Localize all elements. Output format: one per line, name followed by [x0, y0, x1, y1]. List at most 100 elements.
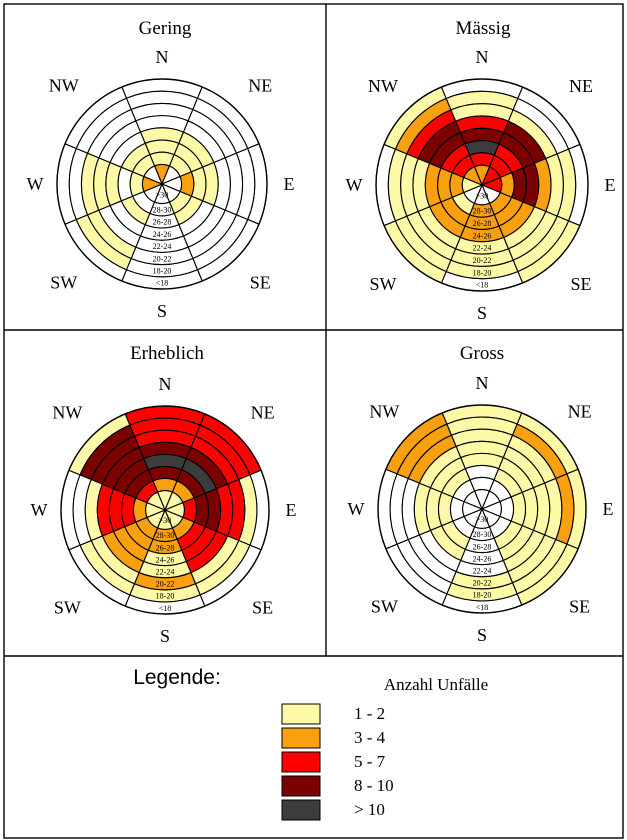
- direction-label: SW: [54, 598, 81, 618]
- direction-label: E: [605, 175, 616, 195]
- direction-label: NE: [248, 76, 272, 96]
- ring-label: <18: [156, 279, 169, 288]
- direction-label: SE: [250, 272, 271, 292]
- direction-label: S: [160, 626, 170, 646]
- rose-outline: [377, 404, 587, 614]
- rose-chart: <18 18-20 20-22 22-24 24-26 26-28 28-30 >30 N NE E…: [348, 373, 614, 645]
- direction-label: S: [157, 301, 167, 321]
- ring-label: 18-20: [473, 268, 492, 277]
- legend-swatch: [281, 751, 321, 773]
- direction-label: NW: [369, 401, 399, 421]
- rose-chart: <18 18-20 20-22 22-24 24-26 26-28 28-30 >30 N NE E…: [31, 374, 297, 646]
- rose-cell: [146, 491, 167, 512]
- ring-label: >30: [156, 190, 169, 199]
- ring-label: 28-30: [153, 205, 172, 214]
- direction-label: SE: [252, 598, 273, 618]
- direction-label: SW: [50, 272, 77, 292]
- direction-label: SW: [371, 597, 398, 617]
- ring-label: 18-20: [473, 591, 492, 600]
- panel-massig: Mässig <18 18-20 20-22 22-24 24-26 26-28 28-30…: [346, 18, 616, 323]
- ring-label: 26-28: [156, 543, 175, 552]
- direction-label: N: [476, 47, 489, 67]
- direction-label: E: [286, 500, 297, 520]
- ring-label: 20-22: [473, 579, 492, 588]
- ring-label: 18-20: [153, 266, 172, 275]
- ring-label: 22-24: [156, 567, 175, 576]
- rose-outline: [60, 405, 270, 615]
- direction-label: W: [346, 175, 363, 195]
- ring-label: 26-28: [473, 542, 492, 551]
- legend-swatch: [281, 799, 321, 821]
- legend-label: 5 - 7: [354, 752, 386, 771]
- ring-label: 20-22: [153, 254, 172, 263]
- legend-swatch: [281, 703, 321, 725]
- legend-items: 1 - 2 3 - 4 5 - 7 8 - 10 > 10: [281, 703, 394, 821]
- direction-label: SE: [569, 597, 590, 617]
- ring-label: <18: [476, 603, 489, 612]
- rose-outline: [56, 78, 268, 290]
- rose-chart: <18 18-20 20-22 22-24 24-26 26-28 28-30 >30 N NE E…: [27, 47, 295, 321]
- direction-label: W: [31, 500, 48, 520]
- legend-label: 1 - 2: [354, 704, 385, 723]
- panel-gross: Gross <18 18-20 20-22 22-24 24-26 26-28 28-30 >…: [348, 343, 614, 645]
- chart-title: Gross: [460, 343, 504, 364]
- direction-label: W: [348, 499, 365, 519]
- direction-label: NE: [569, 76, 593, 96]
- legend-swatch: [281, 727, 321, 749]
- panel-grid: [3, 3, 624, 839]
- ring-label: 24-26: [473, 554, 492, 563]
- legend-swatch: [281, 775, 321, 797]
- legend: Legende: Anzahl Unfälle 1 - 2 3 - 4 5 - 7 8…: [133, 666, 488, 821]
- chart-title: Erheblich: [130, 343, 204, 364]
- ring-label: 26-28: [153, 218, 172, 227]
- ring-label: <18: [159, 604, 172, 613]
- direction-label: E: [284, 174, 295, 194]
- ring-label: 24-26: [156, 555, 175, 564]
- ring-label: 22-24: [473, 244, 492, 253]
- ring-label: 24-26: [473, 231, 492, 240]
- legend-label: 3 - 4: [354, 728, 386, 747]
- direction-label: SW: [370, 274, 397, 294]
- ring-label: >30: [476, 515, 489, 524]
- direction-label: N: [476, 373, 489, 393]
- rose-cell: [463, 490, 484, 511]
- rose-cell: [463, 166, 484, 187]
- direction-label: NE: [251, 402, 275, 422]
- panel-erheblich: Erheblich <18 18-20 20-22 22-24 24-26 26-28 28…: [31, 343, 297, 646]
- ring-label: 28-30: [156, 531, 175, 540]
- ring-label: 26-28: [473, 219, 492, 228]
- ring-label: >30: [159, 516, 172, 525]
- direction-label: SE: [570, 274, 591, 294]
- rose-outline: [375, 78, 589, 292]
- direction-label: N: [156, 47, 169, 67]
- direction-label: E: [603, 499, 614, 519]
- rose-chart: <18 18-20 20-22 22-24 24-26 26-28 28-30 >30 N NE E…: [346, 47, 616, 323]
- legend-subtitle: Anzahl Unfälle: [384, 675, 488, 694]
- direction-label: NW: [49, 76, 79, 96]
- ring-label: 22-24: [473, 566, 492, 575]
- legend-title: Legende:: [133, 666, 221, 689]
- chart-title: Gering: [139, 18, 192, 39]
- direction-label: NW: [52, 402, 82, 422]
- rose-cell: [143, 165, 164, 186]
- ring-label: <18: [476, 281, 489, 290]
- direction-label: N: [159, 374, 172, 394]
- direction-label: NW: [368, 76, 398, 96]
- ring-label: 20-22: [156, 580, 175, 589]
- ring-label: 22-24: [153, 242, 172, 251]
- direction-label: W: [27, 174, 44, 194]
- legend-label: 8 - 10: [354, 776, 394, 795]
- direction-label: S: [477, 625, 487, 645]
- panel-gering: Gering <18 18-20 20-22 22-24 24-26 26-28 28-30…: [27, 18, 295, 321]
- ring-label: 28-30: [473, 207, 492, 216]
- ring-label: 28-30: [473, 530, 492, 539]
- ring-label: 24-26: [153, 230, 172, 239]
- direction-label: S: [477, 303, 487, 323]
- ring-label: 20-22: [473, 256, 492, 265]
- chart-title: Mässig: [456, 18, 511, 39]
- ring-label: 18-20: [156, 592, 175, 601]
- direction-label: NE: [568, 401, 592, 421]
- legend-label: > 10: [354, 800, 385, 819]
- ring-label: >30: [476, 191, 489, 200]
